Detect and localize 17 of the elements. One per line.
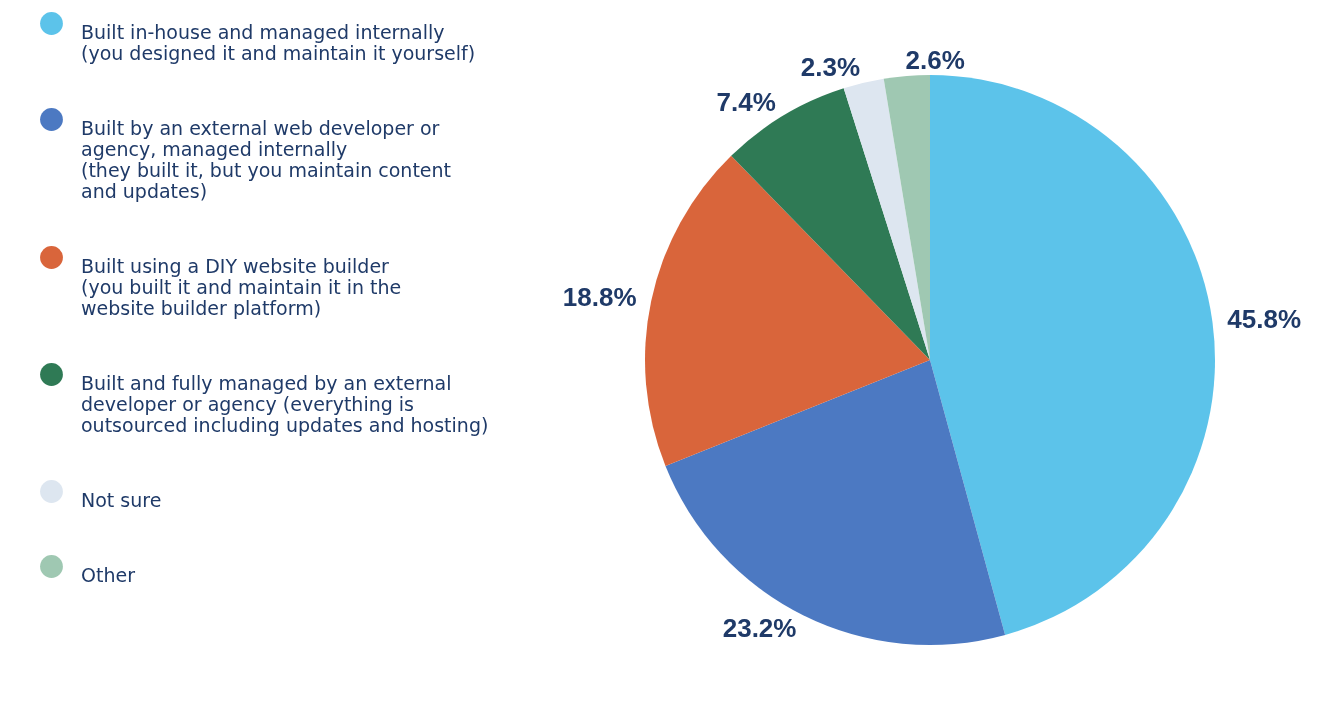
data-label: 2.6%	[905, 45, 965, 75]
legend-label: Built in-house and managed internally (you designed it and maintain it yourself)	[81, 20, 476, 64]
legend-label: Other	[81, 563, 136, 586]
legend-label: Built and fully managed by an external developer or agency (everything is outsourced including updates and hosting)	[81, 371, 489, 436]
legend-label: Not sure	[81, 488, 162, 511]
legend-label: Built by an external web developer or agency, managed internally (they built it, but you maintain content and updates)	[81, 116, 452, 202]
pie-slice	[883, 75, 930, 360]
pie-slice	[843, 78, 930, 360]
data-label: 7.4%	[716, 86, 776, 117]
legend-label: Built using a DIY website builder (you built it and maintain it in the website builder platform)	[81, 254, 402, 319]
data-label: 2.3%	[800, 52, 861, 83]
data-label: 45.8%	[1227, 304, 1302, 335]
data-label: 18.8%	[562, 281, 637, 312]
pie-slice	[645, 155, 930, 467]
data-label: 23.2%	[722, 612, 797, 643]
pie-slice	[930, 75, 1215, 635]
pie-slice	[665, 360, 1006, 645]
